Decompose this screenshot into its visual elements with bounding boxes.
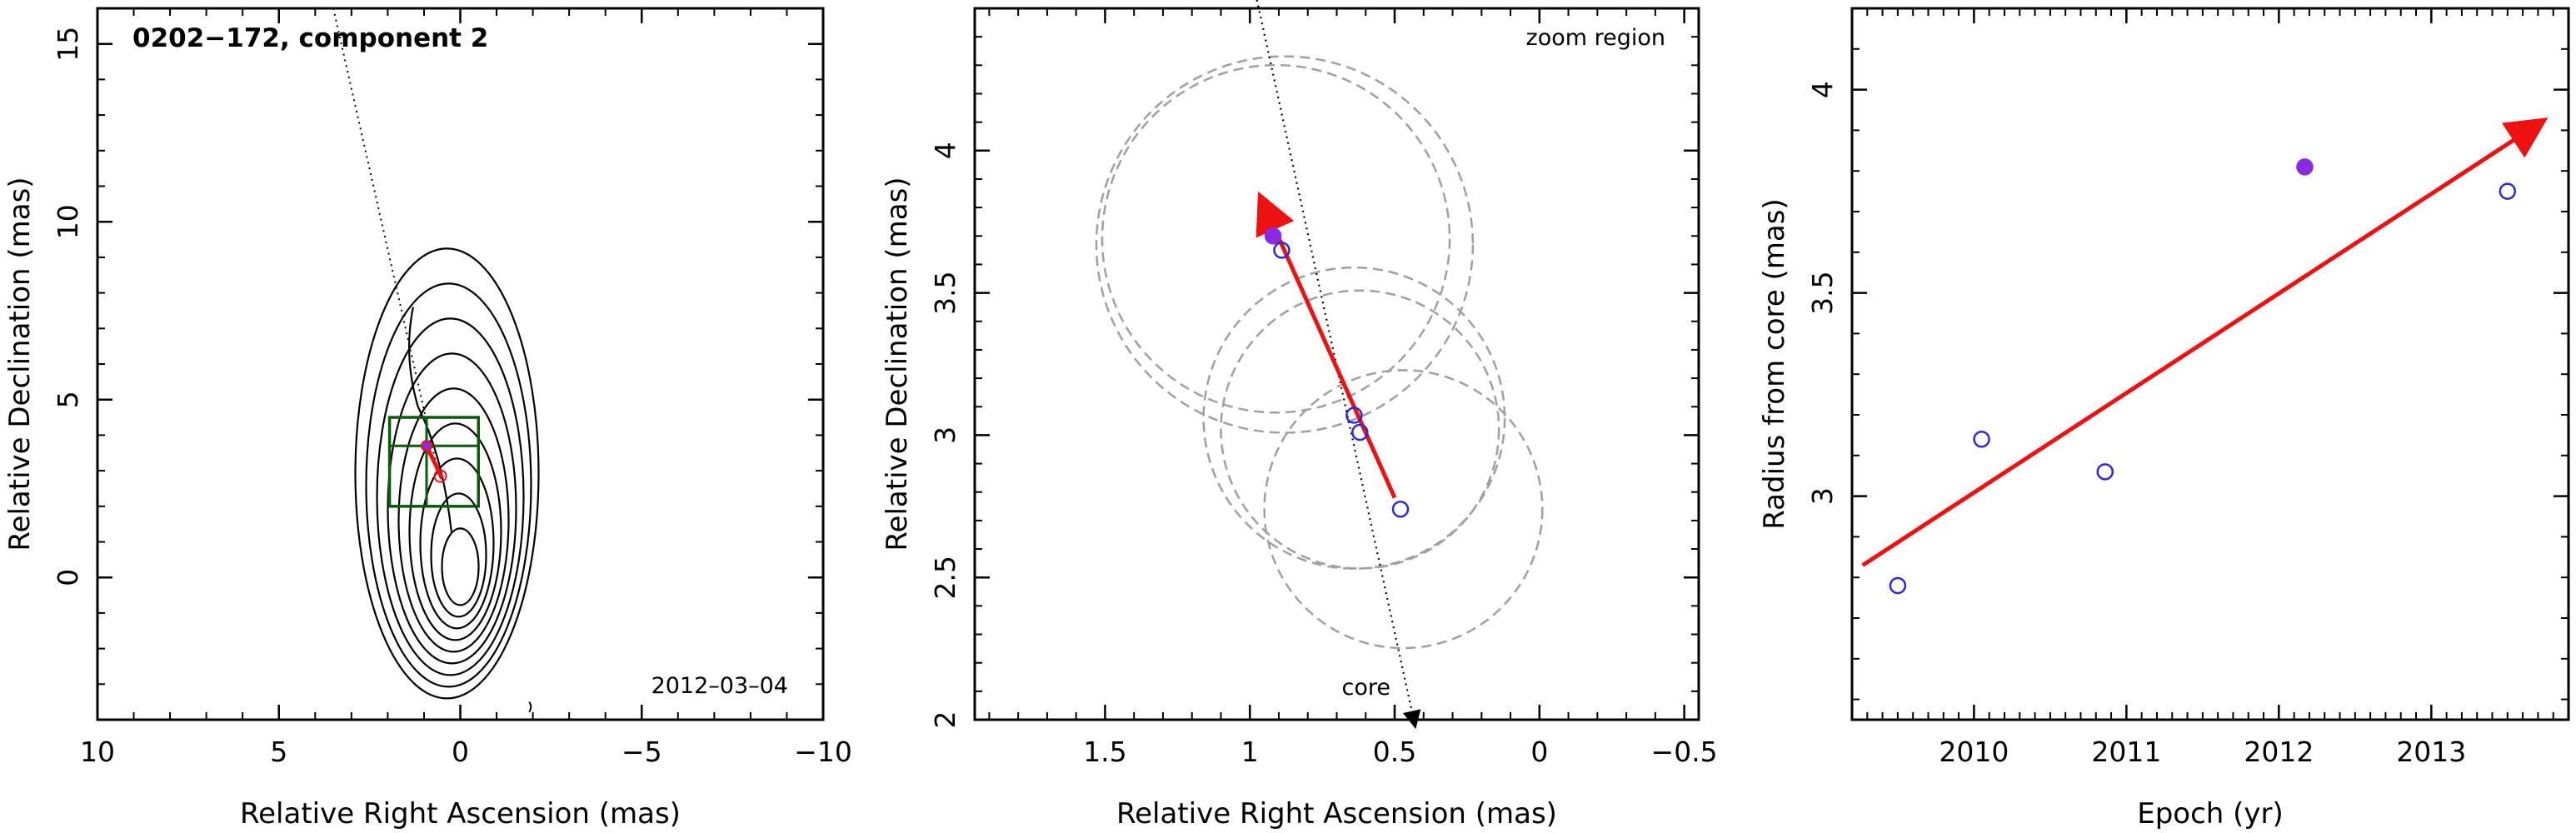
panel-1-date: 2012–03–04	[651, 673, 788, 699]
x-tick-label: 0	[452, 736, 469, 768]
zoom-region-label: zoom region	[1526, 25, 1665, 51]
panel-3-marks	[1861, 117, 2549, 595]
panel-1-frame	[96, 7, 825, 721]
x-tick-label: 0	[1530, 736, 1548, 768]
x-tick-label: −0.5	[1651, 736, 1718, 768]
y-tick-label: 3.5	[1806, 271, 1839, 314]
panel-1-ticks: 10 5 0 −5 −10 0 5 10 15	[52, 7, 852, 768]
panel-1-title: 0202−172, component 2	[132, 23, 488, 53]
y-tick-label: 3	[929, 426, 961, 444]
panel-2-ticks: 1.5 1 0.5 0 −0.5 2 2.5 3 3.5 4	[929, 7, 1718, 768]
position-point	[1264, 227, 1282, 245]
x-tick-label: 2013	[2396, 736, 2466, 768]
y-tick-label: 3	[1806, 487, 1839, 505]
panel-1-marks	[420, 440, 447, 483]
error-circle	[1263, 369, 1544, 650]
contour-line	[419, 457, 495, 630]
panel-zoom-region: 1.5 1 0.5 0 −0.5 2 2.5 3 3.5 4 zoom region core R…	[881, 0, 1718, 831]
panel-2-marks	[1256, 0, 1421, 730]
panel-3-frame	[1850, 7, 2570, 721]
x-tick-label: 0.5	[1373, 736, 1416, 768]
contour-line	[387, 352, 517, 665]
panel-1-y-axis-title: Relative Declination (mas)	[3, 177, 37, 551]
x-tick-label: −5	[622, 736, 662, 768]
y-tick-label: 2.5	[929, 556, 961, 599]
x-tick-label: 5	[270, 736, 287, 768]
radius-point	[1973, 431, 1990, 448]
y-tick-label: 4	[929, 142, 961, 159]
y-tick-label: 3.5	[929, 271, 961, 314]
panel-3-x-axis-title: Epoch (yr)	[2137, 797, 2284, 831]
panel-3-ticks: 2010 2011 2012 2013 3 3.5 4	[1806, 7, 2569, 768]
panel-2-y-axis-title: Relative Declination (mas)	[881, 177, 914, 551]
y-tick-label: 10	[52, 204, 84, 239]
x-tick-label: 2012	[2244, 736, 2314, 768]
panel-3-y-axis-title: Radius from core (mas)	[1758, 198, 1791, 529]
radius-point	[2296, 158, 2314, 176]
x-tick-label: 1	[1241, 736, 1259, 768]
contour-line	[407, 307, 452, 532]
error-circle	[1202, 266, 1506, 570]
zoom-box	[387, 416, 481, 508]
contour-line	[441, 527, 480, 606]
position-point	[1273, 242, 1290, 259]
error-circle	[1095, 55, 1475, 434]
motion-arrow	[1256, 191, 1397, 499]
radius-point	[1889, 576, 1907, 595]
radius-point	[2499, 182, 2517, 200]
panel-radius-vs-epoch: 2010 2011 2012 2013 3 3.5 4 Epoch (yr) Radius …	[1758, 7, 2570, 831]
core-label: core	[1341, 675, 1390, 701]
error-circle	[1101, 63, 1451, 414]
zoom-region-box	[387, 416, 481, 508]
component-marker	[420, 440, 432, 452]
motion-arrow	[424, 445, 444, 480]
panel-1-x-axis-title: Relative Right Ascension (mas)	[240, 797, 681, 831]
y-tick-label: 5	[52, 391, 84, 408]
fit-arrow	[1861, 117, 2549, 567]
x-tick-label: 1.5	[1083, 736, 1126, 768]
position-point	[1391, 500, 1410, 518]
contour-map	[332, 7, 540, 713]
position-point	[1351, 423, 1369, 441]
x-tick-label: 2010	[1939, 736, 2009, 768]
contour-line	[354, 247, 540, 700]
contour-line	[528, 701, 532, 713]
panel-contour-map: 10 5 0 −5 −10 0 5 10 15 0202−172, component 2 20…	[3, 7, 852, 831]
x-tick-label: 2011	[2091, 736, 2161, 768]
component-marker	[433, 469, 447, 483]
direction-line	[332, 7, 440, 475]
error-circles	[1095, 55, 1544, 650]
panel-2-x-axis-title: Relative Right Ascension (mas)	[1116, 797, 1557, 831]
y-tick-label: 15	[52, 27, 84, 62]
y-tick-label: 4	[1806, 81, 1839, 98]
radius-point	[2096, 463, 2114, 481]
contour-line	[408, 422, 502, 641]
x-tick-label: 10	[80, 736, 115, 768]
contour-line	[365, 282, 532, 688]
x-tick-label: −10	[794, 736, 852, 768]
position-point	[1345, 407, 1363, 424]
contour-line	[430, 492, 487, 618]
y-tick-label: 2	[929, 711, 961, 729]
contour-line	[376, 317, 525, 676]
error-circle	[1220, 289, 1500, 570]
y-tick-label: 0	[52, 569, 84, 586]
contour-line	[397, 387, 510, 653]
